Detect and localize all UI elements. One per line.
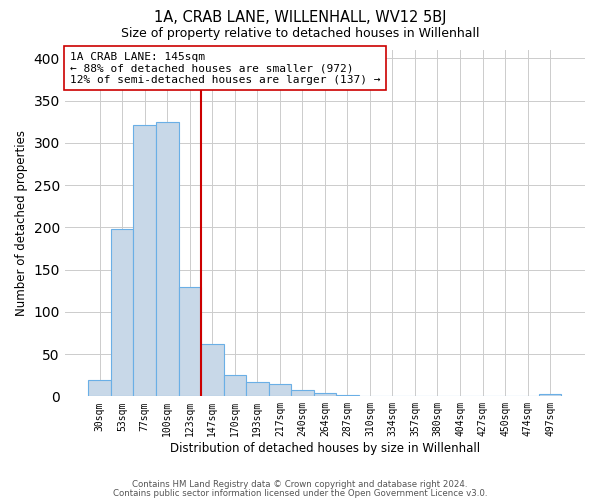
Bar bbox=[179, 286, 201, 397]
Y-axis label: Number of detached properties: Number of detached properties bbox=[15, 130, 28, 316]
Bar bbox=[88, 380, 111, 396]
Bar bbox=[224, 375, 246, 396]
Bar bbox=[269, 384, 291, 396]
Text: Size of property relative to detached houses in Willenhall: Size of property relative to detached ho… bbox=[121, 28, 479, 40]
Text: Contains HM Land Registry data © Crown copyright and database right 2024.: Contains HM Land Registry data © Crown c… bbox=[132, 480, 468, 489]
Text: 1A, CRAB LANE, WILLENHALL, WV12 5BJ: 1A, CRAB LANE, WILLENHALL, WV12 5BJ bbox=[154, 10, 446, 25]
X-axis label: Distribution of detached houses by size in Willenhall: Distribution of detached houses by size … bbox=[170, 442, 480, 455]
Bar bbox=[314, 393, 336, 396]
Bar bbox=[133, 125, 156, 396]
Bar bbox=[539, 394, 562, 396]
Bar bbox=[111, 229, 133, 396]
Bar bbox=[156, 122, 179, 396]
Text: 1A CRAB LANE: 145sqm
← 88% of detached houses are smaller (972)
12% of semi-deta: 1A CRAB LANE: 145sqm ← 88% of detached h… bbox=[70, 52, 380, 85]
Bar bbox=[291, 390, 314, 396]
Bar bbox=[201, 344, 224, 397]
Bar bbox=[246, 382, 269, 396]
Text: Contains public sector information licensed under the Open Government Licence v3: Contains public sector information licen… bbox=[113, 488, 487, 498]
